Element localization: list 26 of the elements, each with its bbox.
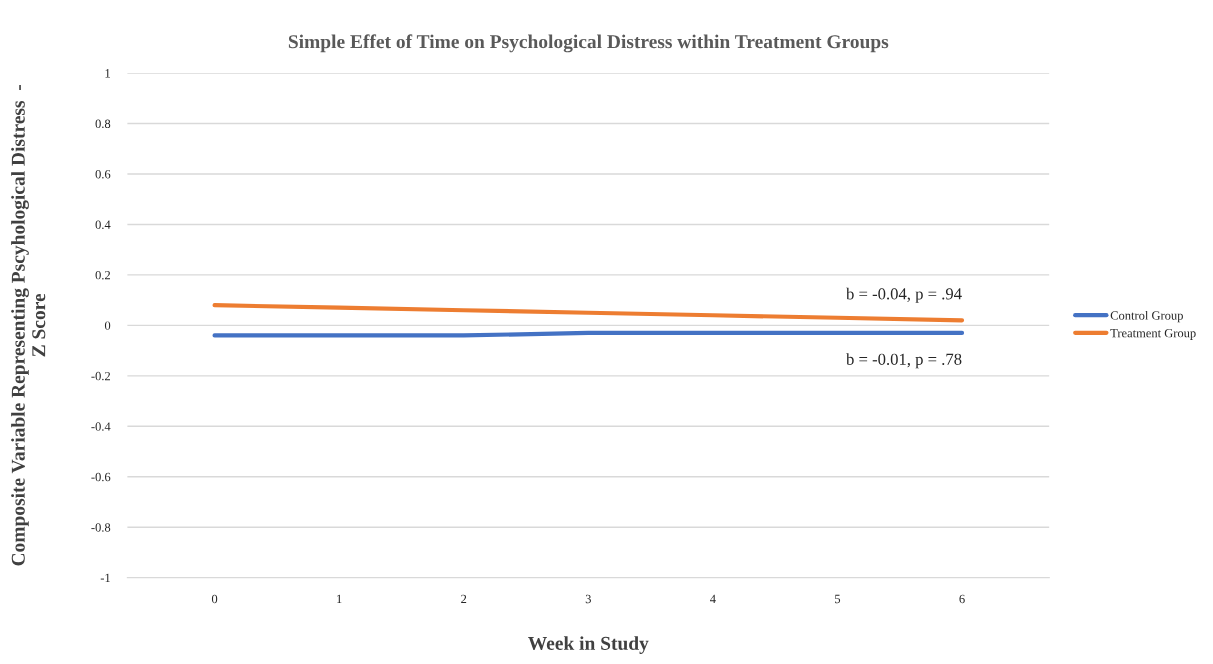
x-tick-label: 5 xyxy=(835,594,841,604)
y-tick-label: -1 xyxy=(100,573,110,583)
y-tick-label: 0 xyxy=(104,321,111,330)
x-tick-label: 4 xyxy=(710,594,716,604)
y-tick-label: -0.4 xyxy=(91,422,111,431)
y-tick-label: -0.8 xyxy=(91,523,111,532)
annotation: b = -0.01, p = .78 xyxy=(846,353,962,369)
y-tick-label: -0.2 xyxy=(91,371,111,381)
x-tick-label: 2 xyxy=(461,594,467,604)
y-tick-label: 0.8 xyxy=(95,119,111,129)
legend-label: Treatment Group xyxy=(1110,328,1196,340)
annotation: b = -0.04, p = .94 xyxy=(846,287,962,303)
y-tick-label: -0.6 xyxy=(91,472,111,482)
y-tick-label: 1 xyxy=(105,69,110,78)
x-tick-label: 6 xyxy=(959,594,965,604)
y-axis-title: Composite Variable Representing Pscyhological Distress - Z Score xyxy=(11,84,46,566)
line-series xyxy=(212,303,965,323)
x-tick-label: 1 xyxy=(337,594,342,604)
y-tick-label: 0.4 xyxy=(95,220,111,229)
x-tick-label: 0 xyxy=(211,594,218,604)
x-axis-title: Week in Study xyxy=(528,636,649,654)
chart-title: Simple Effet of Time on Psychological Distress within Treatment Groups xyxy=(288,34,889,53)
y-tick-label: 0.2 xyxy=(95,270,111,280)
x-tick-label: 3 xyxy=(585,594,591,604)
legend-label: Control Group xyxy=(1110,310,1183,323)
y-tick-label: 0.6 xyxy=(95,169,111,179)
